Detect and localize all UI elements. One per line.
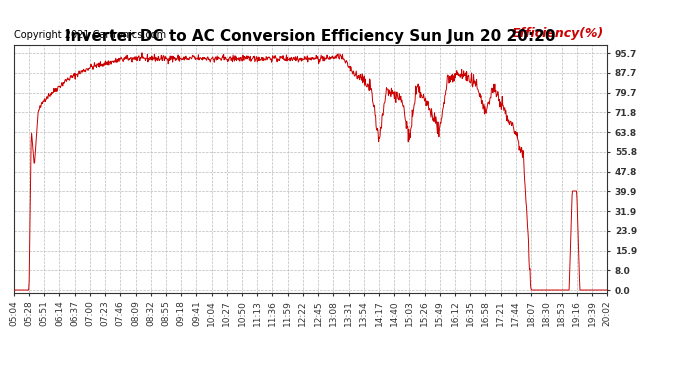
Title: Inverter DC to AC Conversion Efficiency Sun Jun 20 20:20: Inverter DC to AC Conversion Efficiency … [66,29,555,44]
Text: Efficiency(%): Efficiency(%) [512,27,604,40]
Text: Copyright 2021 Cartronics.com: Copyright 2021 Cartronics.com [14,30,166,40]
